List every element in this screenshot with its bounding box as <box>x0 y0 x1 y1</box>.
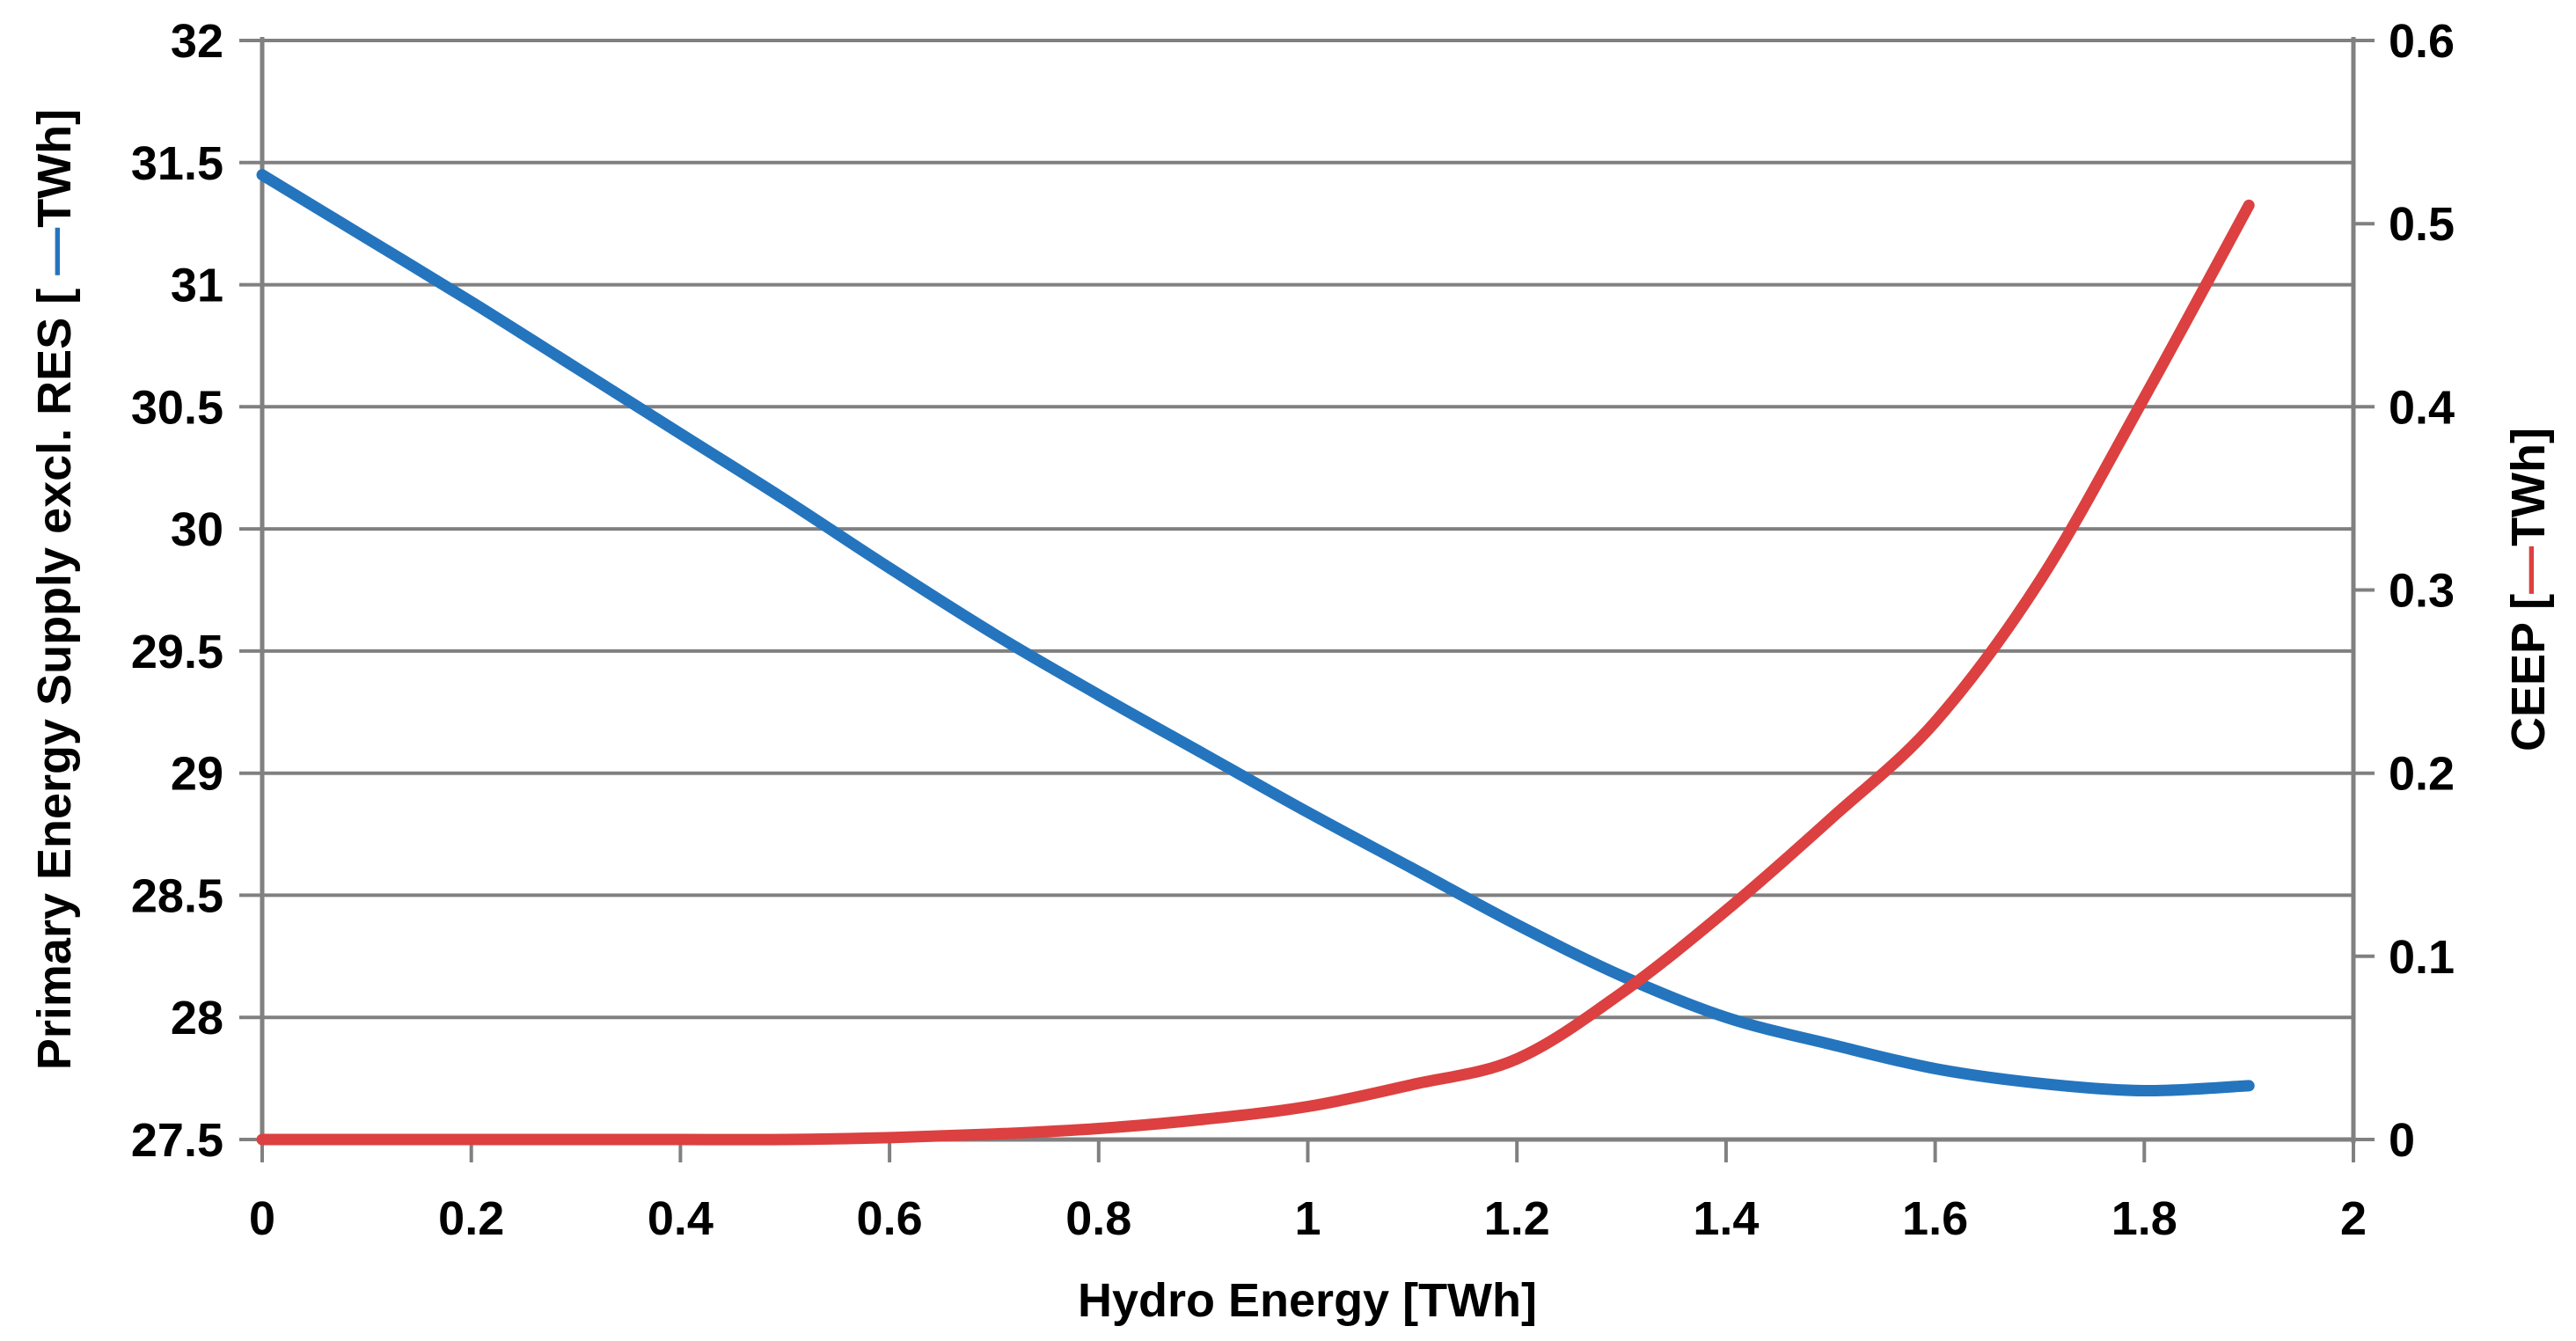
series-layer <box>256 169 2255 1146</box>
y-left-tick-label: 29.5 <box>131 626 223 678</box>
y-right-tick-label: 0.5 <box>2389 198 2455 251</box>
y-left-tick-label: 31 <box>171 260 223 312</box>
y-left-tick-label: 32 <box>171 15 223 68</box>
x-axis-title: Hydro Energy [TWh] <box>1078 1274 1537 1327</box>
x-tick-label: 2 <box>2340 1192 2367 1245</box>
y-right-tick-label: 0.3 <box>2389 565 2455 618</box>
x-tick-label: 0 <box>249 1192 275 1245</box>
left-axis-title: Primary Energy Supply excl. RES [ —TWh] <box>27 109 82 1070</box>
x-tick-label: 0.8 <box>1065 1192 1131 1245</box>
y-left-tick-label: 28.5 <box>131 869 223 922</box>
x-tick-label: 1 <box>1294 1192 1321 1245</box>
y-right-tick-label: 0.2 <box>2389 748 2455 801</box>
left-axis-title-text: Primary Energy Supply excl. RES [ <box>28 275 81 1071</box>
y-left-tick-label: 30.5 <box>131 381 223 434</box>
x-tick-label: 1.8 <box>2111 1192 2177 1245</box>
y-left-tick-label: 30 <box>171 503 223 556</box>
y-right-tick-label: 0.4 <box>2389 381 2455 434</box>
axes-layer <box>239 37 2375 1162</box>
x-tick-label: 0.4 <box>648 1192 714 1245</box>
y-right-tick-label: 0.6 <box>2389 15 2455 68</box>
tick-labels-layer: 27.5 28 28.5 29 29.5 30 30.5 31 31.5 32 0 0.1 0.2 0.3… <box>131 15 2455 1245</box>
right-axis-title-text: CEEP [ <box>2502 593 2555 751</box>
y-right-tick-label: 0 <box>2389 1114 2415 1167</box>
x-tick-label: 1.4 <box>1693 1192 1759 1245</box>
primary-energy-supply-line <box>256 169 2255 1097</box>
left-axis-title-unit: TWh] <box>28 108 81 228</box>
x-tick-label: 1.2 <box>1484 1192 1550 1245</box>
x-tick-label: 1.6 <box>1902 1192 1968 1245</box>
y-left-tick-label: 28 <box>171 992 223 1044</box>
right-axis-title: CEEP [—TWh] <box>2501 428 2556 751</box>
y-left-tick-label: 27.5 <box>131 1114 223 1167</box>
y-left-tick-label: 31.5 <box>131 137 223 190</box>
y-left-tick-label: 29 <box>171 748 223 801</box>
x-tick-label: 0.6 <box>857 1192 923 1245</box>
gridlines-layer <box>262 39 2353 1141</box>
right-axis-title-unit: TWh] <box>2502 428 2555 546</box>
ceep-legend-dash: — <box>2502 546 2555 594</box>
primary-energy-legend-dash: — <box>28 227 81 275</box>
x-tick-label: 0.2 <box>438 1192 504 1245</box>
ceep-line <box>256 199 2255 1146</box>
y-right-tick-label: 0.1 <box>2389 931 2455 984</box>
